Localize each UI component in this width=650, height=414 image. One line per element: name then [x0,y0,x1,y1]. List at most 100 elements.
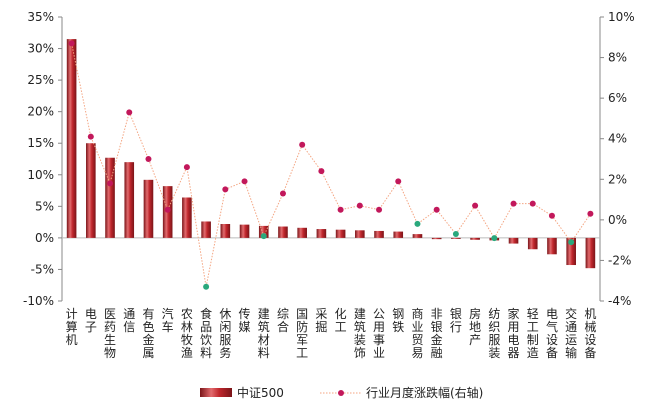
right-tick-label: 0% [608,213,627,227]
x-category-char: 工 [296,346,308,360]
left-tick-label: 0% [35,231,54,245]
bar [278,226,288,238]
x-category-char: 建 [354,307,366,321]
x-category-char: 算 [66,319,78,334]
line-point [587,210,594,217]
x-category-char: 装 [488,346,500,360]
x-category-label: 轻工制造 [527,307,539,360]
x-category-label: 医药生物 [104,307,116,360]
legend-bar-swatch [200,388,232,397]
x-category-char: 金 [431,332,443,347]
x-category-char: 业 [373,346,385,360]
line-point [337,206,344,213]
line-point [299,141,306,148]
x-category-char: 金 [142,332,154,347]
left-tick-label: 15% [27,136,54,150]
x-category-char: 贸 [411,333,423,347]
x-category-char: 防 [296,319,308,334]
x-category-label: 通信 [123,307,135,334]
x-category-label: 非银金融 [431,307,443,360]
x-category-char: 机 [584,307,596,321]
x-category-char: 电 [546,307,558,321]
x-category-char: 银 [431,320,443,334]
right-tick-label: -4% [608,294,631,308]
x-category-label: 银行 [450,307,462,334]
x-category-char: 工 [335,320,347,334]
x-category-char: 子 [85,320,97,334]
bar [182,197,192,238]
line-point [203,283,210,290]
x-category-label: 家用电器 [508,306,520,360]
x-category-char: 饰 [354,346,366,360]
x-category-char: 制 [527,333,539,347]
line-point [145,156,152,162]
bar [239,224,250,238]
x-category-label: 休闲服务 [219,307,231,360]
x-category-label: 汽车 [162,306,174,334]
bar [297,227,307,238]
x-category-char: 合 [277,319,289,334]
x-category-char: 装 [354,333,366,347]
line-point [414,220,421,227]
x-category-char: 铁 [392,320,404,334]
right-tick-label: 10% [608,10,635,24]
x-category-char: 筑 [258,319,270,334]
x-category-char: 行 [450,320,462,334]
bar [335,229,346,238]
bar [566,237,576,266]
line-point [510,200,517,207]
x-category-char: 工 [527,320,539,334]
x-category-char: 生 [104,333,116,347]
bar [412,234,423,238]
legend: 中证500 行业月度涨跌幅(右轴) [200,385,483,400]
x-category-char: 掘 [315,319,327,334]
line-point [529,200,536,207]
x-category-char: 饮 [200,333,212,347]
line-point [68,40,75,47]
x-category-label: 传媒 [239,306,251,334]
x-category-char: 林 [181,320,193,334]
x-category-char: 料 [200,346,212,360]
x-category-char: 房 [469,306,481,321]
x-category-char: 银 [450,307,462,321]
x-category-char: 电 [85,307,97,321]
x-category-char: 产 [469,333,481,347]
x-category-char: 车 [162,319,174,334]
x-category-char: 信 [123,320,135,334]
line-point [548,212,555,219]
x-category-char: 计 [66,307,78,321]
x-category-char: 服 [219,333,231,347]
x-category-char: 有 [142,307,154,321]
left-tick-label: 10% [27,168,54,182]
x-category-label: 食品饮料 [200,306,212,360]
bar [451,237,461,239]
x-category-char: 农 [181,307,193,321]
x-category-char: 器 [508,346,520,360]
x-category-char: 传 [239,306,251,321]
x-category-char: 色 [142,320,154,334]
left-tick-label: 20% [27,105,54,119]
line-point [183,164,190,171]
x-category-label: 电子 [85,307,97,334]
legend-bar-label: 中证500 [237,385,284,400]
right-tick-label: 8% [608,51,627,65]
legend-line-marker [338,390,344,396]
x-category-char: 通 [123,307,135,321]
x-category-char: 设 [546,333,558,347]
x-category-label: 化工 [335,307,347,334]
x-category-label: 公用事业 [373,307,385,360]
x-category-char: 筑 [354,319,366,334]
bar [527,237,538,250]
x-category-char: 材 [258,333,270,347]
x-category-char: 机 [66,333,78,347]
x-category-char: 易 [411,346,423,360]
x-category-char: 军 [296,333,308,347]
x-category-char: 品 [200,320,212,334]
line-point [472,202,479,209]
x-category-char: 食 [200,306,212,321]
x-category-char: 运 [565,333,577,347]
x-category-char: 气 [546,319,558,334]
x-category-char: 地 [469,320,481,334]
x-category-char: 交 [565,306,577,321]
